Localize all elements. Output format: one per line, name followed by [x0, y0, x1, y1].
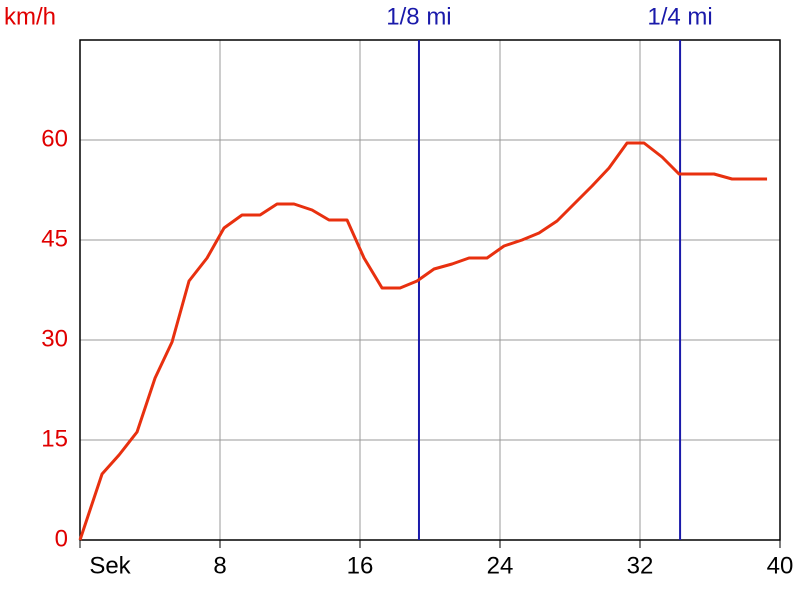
- y-tick-label: 0: [55, 525, 68, 552]
- x-tick-label: 40: [767, 552, 794, 579]
- speed-line: [78, 141, 768, 541]
- distance-label: 1/8 mi: [386, 3, 451, 30]
- x-tick-label: 8: [213, 552, 226, 579]
- plot-frame: [79, 39, 781, 541]
- y-tick-label: 30: [41, 325, 68, 352]
- y-tick-label: 45: [41, 225, 68, 252]
- x-tick-label: Sek: [89, 552, 131, 579]
- x-tick-label: 16: [347, 552, 374, 579]
- y-axis-title: km/h: [4, 3, 56, 30]
- y-tick-label: 60: [41, 125, 68, 152]
- distance-label: 1/4 mi: [647, 3, 712, 30]
- x-tick-label: 32: [627, 552, 654, 579]
- y-tick-label: 15: [41, 425, 68, 452]
- x-tick-label: 24: [487, 552, 514, 579]
